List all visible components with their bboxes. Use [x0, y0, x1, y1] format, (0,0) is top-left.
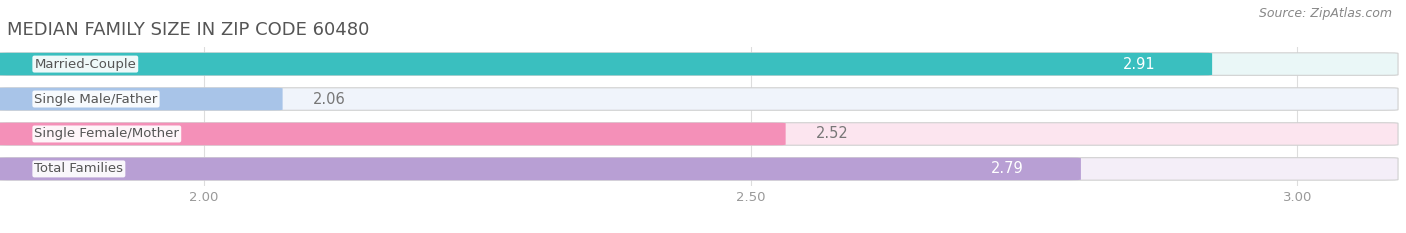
Text: 2.91: 2.91 — [1122, 57, 1156, 72]
Text: Total Families: Total Families — [34, 162, 124, 175]
FancyBboxPatch shape — [0, 88, 1398, 110]
Text: MEDIAN FAMILY SIZE IN ZIP CODE 60480: MEDIAN FAMILY SIZE IN ZIP CODE 60480 — [7, 21, 370, 39]
Text: Single Male/Father: Single Male/Father — [34, 93, 157, 106]
Text: Single Female/Mother: Single Female/Mother — [34, 127, 179, 140]
Text: Married-Couple: Married-Couple — [34, 58, 136, 71]
FancyBboxPatch shape — [0, 53, 1398, 75]
FancyBboxPatch shape — [0, 158, 1398, 180]
Text: 2.52: 2.52 — [817, 127, 849, 141]
Text: 2.79: 2.79 — [991, 161, 1024, 176]
FancyBboxPatch shape — [0, 53, 1212, 75]
FancyBboxPatch shape — [0, 123, 786, 145]
Text: Source: ZipAtlas.com: Source: ZipAtlas.com — [1258, 7, 1392, 20]
Text: 2.06: 2.06 — [314, 92, 346, 106]
FancyBboxPatch shape — [0, 123, 1398, 145]
FancyBboxPatch shape — [0, 88, 283, 110]
FancyBboxPatch shape — [0, 158, 1081, 180]
